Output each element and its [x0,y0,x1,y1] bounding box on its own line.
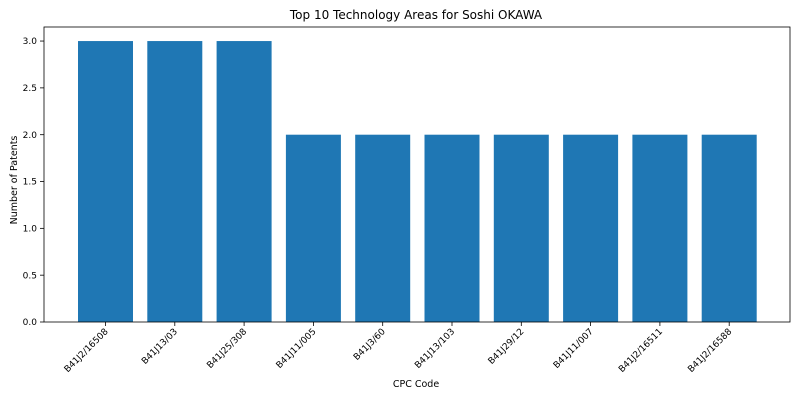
y-tick-label: 1.5 [23,178,37,188]
y-tick-label: 2.5 [23,84,37,94]
x-axis-label: CPC Code [393,379,439,390]
bar [632,135,687,322]
x-tick-label: B41J2/16588 [686,327,734,375]
y-tick-label: 3.0 [23,37,38,47]
bar [147,41,202,322]
bar [217,41,272,322]
x-tick-label: B41J2/16511 [617,327,665,375]
bar [425,135,480,322]
x-tick-label: B41J3/60 [352,327,388,363]
x-tick-label: B41J2/16508 [63,327,111,375]
y-tick-label: 0.0 [23,318,38,328]
x-tick-label: B41J11/007 [552,327,596,371]
bar [286,135,341,322]
x-tick-label: B41J25/308 [205,327,249,371]
y-tick-label: 1.0 [23,225,38,235]
x-tick-label: B41J11/005 [275,327,319,371]
chart-title: Top 10 Technology Areas for Soshi OKAWA [289,8,543,22]
bar [702,135,757,322]
x-tick-label: B41J13/103 [413,327,457,371]
bar [355,135,410,322]
y-tick-label: 0.5 [23,271,37,281]
x-tick-label: B41J13/03 [140,327,180,367]
y-tick-label: 2.0 [23,131,38,141]
y-axis-label: Number of Patents [9,136,20,225]
bar [78,41,133,322]
x-tick-label: B41J29/12 [487,327,527,367]
bar [494,135,549,322]
bar [563,135,618,322]
